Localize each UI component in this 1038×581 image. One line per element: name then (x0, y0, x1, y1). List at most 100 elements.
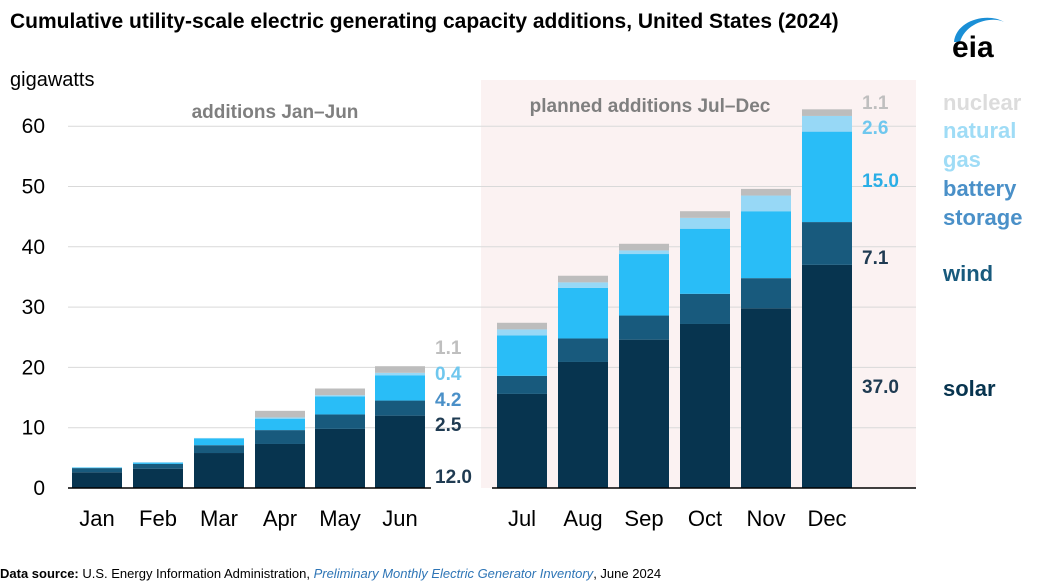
x-tick-label: Nov (746, 506, 785, 531)
bar-natural-gas-apr (255, 417, 305, 419)
bar-solar-nov (741, 308, 791, 488)
eia-logo: eia (952, 17, 1004, 62)
bar-wind-mar (194, 445, 244, 454)
bar-battery-storage-jul (497, 335, 547, 376)
dec-value-label: 7.1 (862, 248, 889, 269)
eia-logo-text: eia (952, 31, 994, 62)
bar-solar-feb (133, 468, 183, 488)
legend-item-battery-storage: battery storage (943, 174, 1022, 232)
bar-wind-jul (497, 375, 547, 394)
eia-logo-swoosh (954, 17, 1004, 42)
bar-battery-storage-feb (133, 462, 183, 464)
data-source-link[interactable]: Preliminary Monthly Electric Generator I… (313, 566, 594, 581)
y-tick-label: 50 (22, 176, 45, 199)
bar-solar-sep (619, 339, 669, 488)
bar-solar-jul (497, 393, 547, 488)
bar-natural-gas-mar (194, 437, 244, 439)
bar-nuclear-apr (255, 410, 305, 418)
bar-battery-storage-dec (802, 131, 852, 223)
dec-value-label: 15.0 (862, 171, 899, 192)
legend-label: wind (943, 261, 994, 286)
bar-wind-apr (255, 430, 305, 444)
legend-label: natural (943, 118, 1017, 143)
bar-wind-dec (802, 222, 852, 265)
data-source-date: , June 2024 (593, 566, 662, 581)
dec-value-label: 37.0 (862, 377, 899, 398)
period-label-actual: additions Jan–Jun (192, 102, 359, 123)
jun-value-label: 0.4 (435, 364, 462, 385)
data-source-note: Data source: U.S. Energy Information Adm… (0, 566, 661, 581)
jun-value-label: 12.0 (435, 467, 472, 488)
legend-label: battery (943, 176, 1017, 201)
bar-battery-storage-mar (194, 438, 244, 446)
legend-item-natural-gas: natural gas (943, 116, 1016, 174)
bar-nuclear-jul (497, 322, 547, 330)
x-tick-label: Sep (624, 506, 663, 531)
x-tick-label: Jun (382, 506, 417, 531)
data-source-text: U.S. Energy Information Administration, (78, 566, 314, 581)
data-source-label: Data source: (0, 566, 79, 581)
bar-solar-may (315, 428, 365, 488)
bar-nuclear-oct (680, 211, 730, 218)
bar-wind-nov (741, 278, 791, 309)
legend-label: gas (943, 147, 981, 172)
y-tick-label: 30 (22, 296, 45, 319)
legend-item-solar: solar (943, 374, 996, 403)
y-tick-label: 0 (33, 477, 45, 500)
bar-natural-gas-sep (619, 250, 669, 255)
legend-label: solar (943, 376, 996, 401)
bar-natural-gas-oct (680, 217, 730, 229)
chart-title: Cumulative utility-scale electric genera… (10, 10, 839, 33)
bar-natural-gas-aug (558, 282, 608, 288)
x-tick-label: Apr (263, 506, 297, 531)
bar-wind-sep (619, 315, 669, 340)
legend-item-nuclear: nuclear (943, 88, 1021, 117)
bar-solar-mar (194, 453, 244, 488)
bar-nuclear-sep (619, 243, 669, 251)
bar-solar-apr (255, 443, 305, 488)
x-tick-label: Aug (563, 506, 602, 531)
bar-solar-jun (375, 415, 425, 488)
y-tick-label: 20 (22, 356, 45, 379)
bar-wind-jan (72, 468, 122, 473)
bar-battery-storage-apr (255, 418, 305, 431)
bar-wind-jun (375, 400, 425, 416)
y-tick-label: 60 (22, 115, 45, 138)
x-tick-label: Jan (79, 506, 114, 531)
bar-natural-gas-may (315, 395, 365, 397)
y-tick-label: 10 (22, 417, 45, 440)
jun-value-label: 4.2 (435, 390, 461, 411)
dec-value-label: 1.1 (862, 93, 889, 114)
bar-solar-jan (72, 472, 122, 488)
y-axis-units-label: gigawatts (10, 69, 95, 91)
bar-solar-dec (802, 264, 852, 488)
x-tick-label: Feb (139, 506, 177, 531)
bar-battery-storage-sep (619, 254, 669, 316)
bar-battery-storage-nov (741, 211, 791, 279)
bar-solar-oct (680, 323, 730, 488)
bar-wind-oct (680, 293, 730, 324)
jun-value-label: 2.5 (435, 415, 462, 436)
bar-wind-may (315, 414, 365, 429)
dec-value-label: 2.6 (862, 118, 888, 139)
jun-value-label: 1.1 (435, 338, 462, 359)
legend-label: storage (943, 205, 1023, 230)
x-tick-label: Mar (200, 506, 238, 531)
bar-wind-feb (133, 463, 183, 469)
bar-battery-storage-oct (680, 228, 730, 294)
y-tick-label: 40 (22, 236, 45, 259)
bar-battery-storage-jan (72, 467, 122, 469)
x-tick-label: May (319, 506, 361, 531)
legend-label: nuclear (943, 90, 1022, 115)
bar-natural-gas-feb (133, 462, 183, 463)
x-tick-label: Dec (807, 506, 846, 531)
bar-nuclear-dec (802, 109, 852, 116)
bar-battery-storage-aug (558, 287, 608, 339)
bar-battery-storage-jun (375, 375, 425, 401)
bar-natural-gas-jun (375, 372, 425, 376)
bar-natural-gas-jul (497, 329, 547, 336)
x-tick-label: Oct (688, 506, 722, 531)
period-label-planned: planned additions Jul–Dec (530, 96, 771, 117)
bar-battery-storage-may (315, 396, 365, 415)
